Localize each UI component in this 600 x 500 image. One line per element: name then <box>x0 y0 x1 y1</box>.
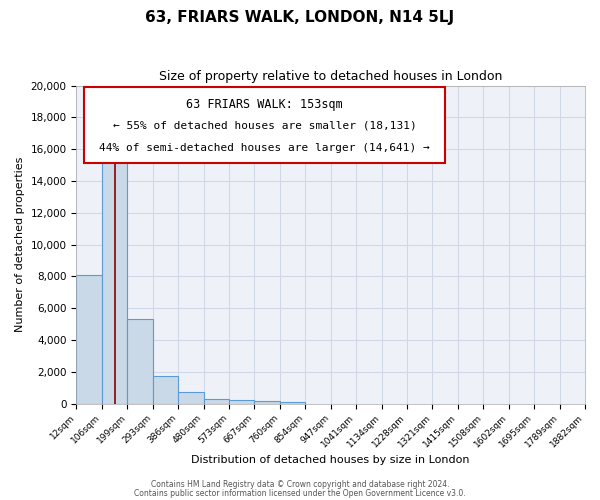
X-axis label: Distribution of detached houses by size in London: Distribution of detached houses by size … <box>191 455 470 465</box>
Bar <box>152 376 178 404</box>
Bar <box>76 275 102 404</box>
Bar <box>229 400 254 404</box>
Text: ← 55% of detached houses are smaller (18,131): ← 55% of detached houses are smaller (18… <box>113 120 416 130</box>
Bar <box>280 402 305 404</box>
Y-axis label: Number of detached properties: Number of detached properties <box>15 157 25 332</box>
Bar <box>127 320 152 404</box>
Text: Contains public sector information licensed under the Open Government Licence v3: Contains public sector information licen… <box>134 488 466 498</box>
Bar <box>178 392 203 404</box>
Bar <box>203 399 229 404</box>
Bar <box>102 141 127 404</box>
FancyBboxPatch shape <box>84 87 445 164</box>
Text: 63, FRIARS WALK, LONDON, N14 5LJ: 63, FRIARS WALK, LONDON, N14 5LJ <box>145 10 455 25</box>
Title: Size of property relative to detached houses in London: Size of property relative to detached ho… <box>159 70 502 83</box>
Text: 63 FRIARS WALK: 153sqm: 63 FRIARS WALK: 153sqm <box>186 98 343 112</box>
Bar <box>254 401 280 404</box>
Text: 44% of semi-detached houses are larger (14,641) →: 44% of semi-detached houses are larger (… <box>99 143 430 153</box>
Text: Contains HM Land Registry data © Crown copyright and database right 2024.: Contains HM Land Registry data © Crown c… <box>151 480 449 489</box>
